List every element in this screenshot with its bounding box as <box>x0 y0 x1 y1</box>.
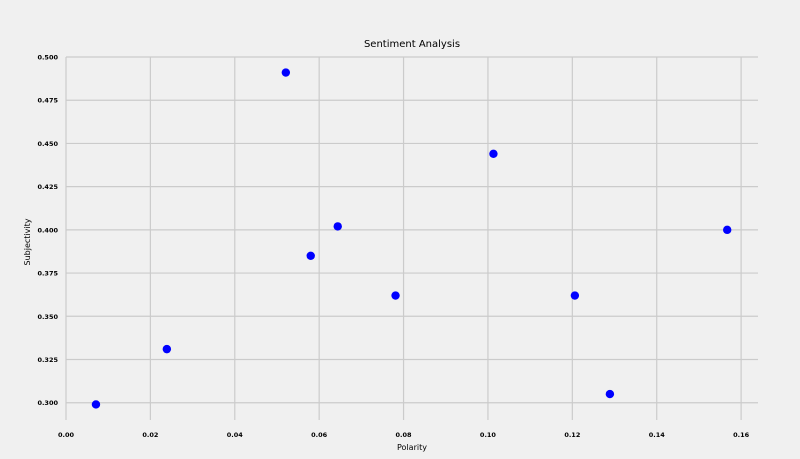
x-tick-label: 0.14 <box>649 431 666 439</box>
x-tick-label: 0.06 <box>311 431 328 439</box>
chart-title: Sentiment Analysis <box>364 39 460 50</box>
data-point <box>162 344 172 354</box>
y-tick-label: 0.300 <box>37 399 58 407</box>
y-tick-label: 0.400 <box>37 226 58 234</box>
y-tick-label: 0.325 <box>37 356 58 364</box>
x-tick-label: 0.12 <box>564 431 580 439</box>
data-point <box>570 291 580 300</box>
data-point <box>489 149 498 158</box>
data-point <box>281 68 291 77</box>
tick-labels: 0.00 0.02 0.04 0.06 0.08 0.10 0.12 0.14 0.16 0.30… <box>37 54 749 440</box>
y-tick-label: 0.450 <box>37 140 58 148</box>
data-point <box>306 251 315 260</box>
x-axis-label: Polarity <box>397 443 427 452</box>
data-point <box>391 291 400 300</box>
y-tick-label: 0.500 <box>37 54 58 62</box>
x-tick-label: 0.08 <box>396 431 413 439</box>
y-tick-label: 0.475 <box>37 97 58 105</box>
x-tick-label: 0.04 <box>227 431 244 439</box>
x-tick-label: 0.02 <box>142 431 158 439</box>
x-tick-label: 0.16 <box>733 431 750 439</box>
data-point <box>91 400 101 409</box>
grid <box>65 56 758 420</box>
x-tick-label: 0.00 <box>58 431 75 439</box>
data-point <box>722 225 732 235</box>
y-tick-label: 0.425 <box>37 183 58 191</box>
data-points <box>91 68 732 409</box>
y-tick-label: 0.350 <box>37 313 58 321</box>
x-tick-label: 0.10 <box>480 431 497 439</box>
y-tick-label: 0.375 <box>37 270 58 278</box>
y-axis-label: Subjectivity <box>23 218 32 265</box>
data-point <box>333 222 342 231</box>
data-point <box>605 389 615 399</box>
